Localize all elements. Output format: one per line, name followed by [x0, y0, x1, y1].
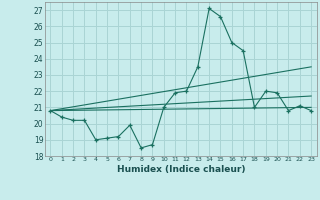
X-axis label: Humidex (Indice chaleur): Humidex (Indice chaleur) — [116, 165, 245, 174]
